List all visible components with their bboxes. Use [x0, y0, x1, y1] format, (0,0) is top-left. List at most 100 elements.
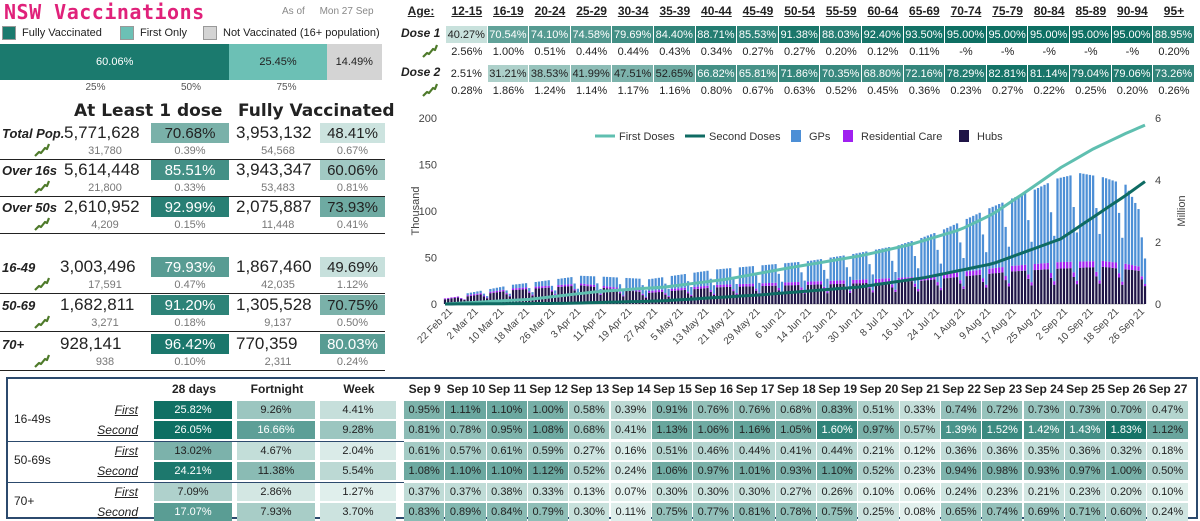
bar-residential-care	[946, 273, 949, 279]
bar-hubs	[939, 290, 942, 304]
bar-hubs	[1069, 268, 1072, 304]
bar-residential-care	[865, 279, 868, 284]
bar-residential-care	[955, 272, 959, 278]
day-header: Sep 17	[735, 382, 775, 396]
bar-gps	[605, 276, 609, 287]
bar-residential-care	[670, 288, 673, 291]
bar-gps	[667, 288, 670, 296]
daily-rate-cell: 1.08%	[404, 462, 445, 480]
bar-hubs	[498, 291, 502, 304]
bar-residential-care	[1007, 283, 1011, 287]
bar-gps	[469, 292, 473, 295]
bar-gps	[648, 279, 651, 291]
bar-hubs	[628, 290, 631, 304]
bar-gps	[528, 288, 531, 292]
bar-hubs	[858, 283, 861, 304]
bar-hubs	[521, 289, 524, 304]
summary-row: Over 16s 5,614,448 85.51% 3,943,347 60.06% 21…	[0, 159, 385, 197]
bar-residential-care	[965, 271, 968, 277]
bar-residential-care	[1062, 261, 1066, 269]
daily-rate-cell: 0.74%	[982, 503, 1023, 521]
bar-gps	[628, 278, 631, 289]
bar-residential-care	[1117, 273, 1121, 278]
bar-hubs	[819, 284, 823, 304]
bar-residential-care	[887, 278, 891, 283]
bar-residential-care	[1108, 261, 1111, 268]
bar-hubs	[592, 286, 596, 304]
age-group-header: 60-64	[867, 4, 899, 18]
bar-residential-care	[622, 295, 625, 297]
bar-residential-care	[531, 294, 534, 296]
bar-hubs	[832, 284, 836, 304]
bar-residential-care	[699, 286, 703, 289]
daily-rate-cell: 1.10%	[486, 462, 527, 480]
dose2-daily-cell: 1.24%	[534, 85, 566, 97]
bar-residential-care	[761, 283, 764, 287]
daily-rate-cell: 1.06%	[693, 421, 734, 439]
bar-gps	[955, 223, 959, 273]
bar-gps	[1130, 196, 1134, 266]
daily-rate-cell: 0.36%	[1064, 442, 1106, 460]
bar-gps	[473, 292, 476, 295]
dose1-daily-cell: -%	[959, 46, 973, 58]
full-daily-count: 9,137	[264, 317, 292, 329]
bar-residential-care	[492, 291, 495, 293]
bar-gps	[680, 274, 683, 289]
day-header: Sep 11	[488, 382, 527, 396]
bar-gps	[1027, 220, 1030, 275]
bar-residential-care	[690, 294, 693, 296]
bar-hubs	[460, 298, 463, 304]
bar-residential-care	[819, 281, 823, 285]
age-group-header: 35-39	[659, 4, 691, 18]
bar-residential-care	[709, 290, 712, 292]
bar-hubs	[1140, 279, 1143, 304]
population-bar-ticks: 25% 50% 75%	[0, 82, 382, 94]
day-header: Sep 25	[1066, 382, 1105, 396]
bar-residential-care	[1082, 261, 1085, 268]
bar-residential-care	[641, 293, 644, 296]
bar-gps	[498, 287, 502, 291]
bar-gps	[651, 278, 654, 291]
bar-gps	[489, 288, 492, 292]
bar-gps	[926, 235, 929, 276]
daily-rate-cell: 0.20%	[1106, 483, 1147, 501]
bar-residential-care	[771, 282, 774, 286]
dose1-daily-percent: 0.10%	[174, 356, 206, 368]
bar-gps	[972, 215, 975, 271]
bar-gps	[777, 273, 780, 288]
bar-hubs	[541, 288, 544, 304]
daily-rate-cell: 1.83%	[1106, 421, 1147, 439]
trend-sparkline-icon	[34, 315, 50, 329]
bar-hubs	[810, 284, 813, 304]
daily-rate-cell: 1.39%	[940, 421, 982, 439]
bar-gps	[735, 283, 738, 294]
bar-residential-care	[1095, 271, 1098, 277]
dose1-daily-cell: 0.44%	[575, 46, 608, 58]
daily-rate-cell: 1.00%	[527, 401, 569, 419]
bar-hubs	[929, 279, 933, 304]
bar-residential-care	[998, 267, 1001, 273]
bar-hubs	[806, 284, 810, 304]
day-header: Sep 24	[1024, 382, 1064, 396]
bar-residential-care	[1098, 280, 1101, 284]
dose1-age-cell: 95.00%	[945, 26, 986, 43]
bar-hubs	[1143, 286, 1147, 304]
summary-row: Total Pop. 5,771,628 70.68% 3,953,132 48.41%…	[0, 122, 385, 160]
day-header: Sep 15	[653, 382, 692, 396]
period-rate-cell: 17.07%	[154, 503, 232, 521]
dose1-count: 2,610,952	[64, 197, 140, 216]
bar-residential-care	[605, 286, 609, 289]
bar-gps	[1046, 183, 1049, 263]
daily-rate-cell: 0.47%	[1147, 401, 1188, 419]
daily-rate-cell: 0.74%	[940, 401, 982, 419]
bar-hubs	[524, 289, 528, 304]
bar-gps	[690, 287, 693, 295]
period-rate-cell: 2.04%	[320, 442, 396, 460]
bar-residential-care	[541, 286, 544, 289]
bar-gps	[946, 227, 949, 274]
daily-rate-cell: 1.11%	[445, 401, 486, 419]
bar-hubs	[758, 294, 761, 304]
daily-rate-cell: 1.01%	[734, 462, 775, 480]
bar-residential-care	[508, 295, 511, 297]
bar-hubs	[1137, 270, 1140, 304]
